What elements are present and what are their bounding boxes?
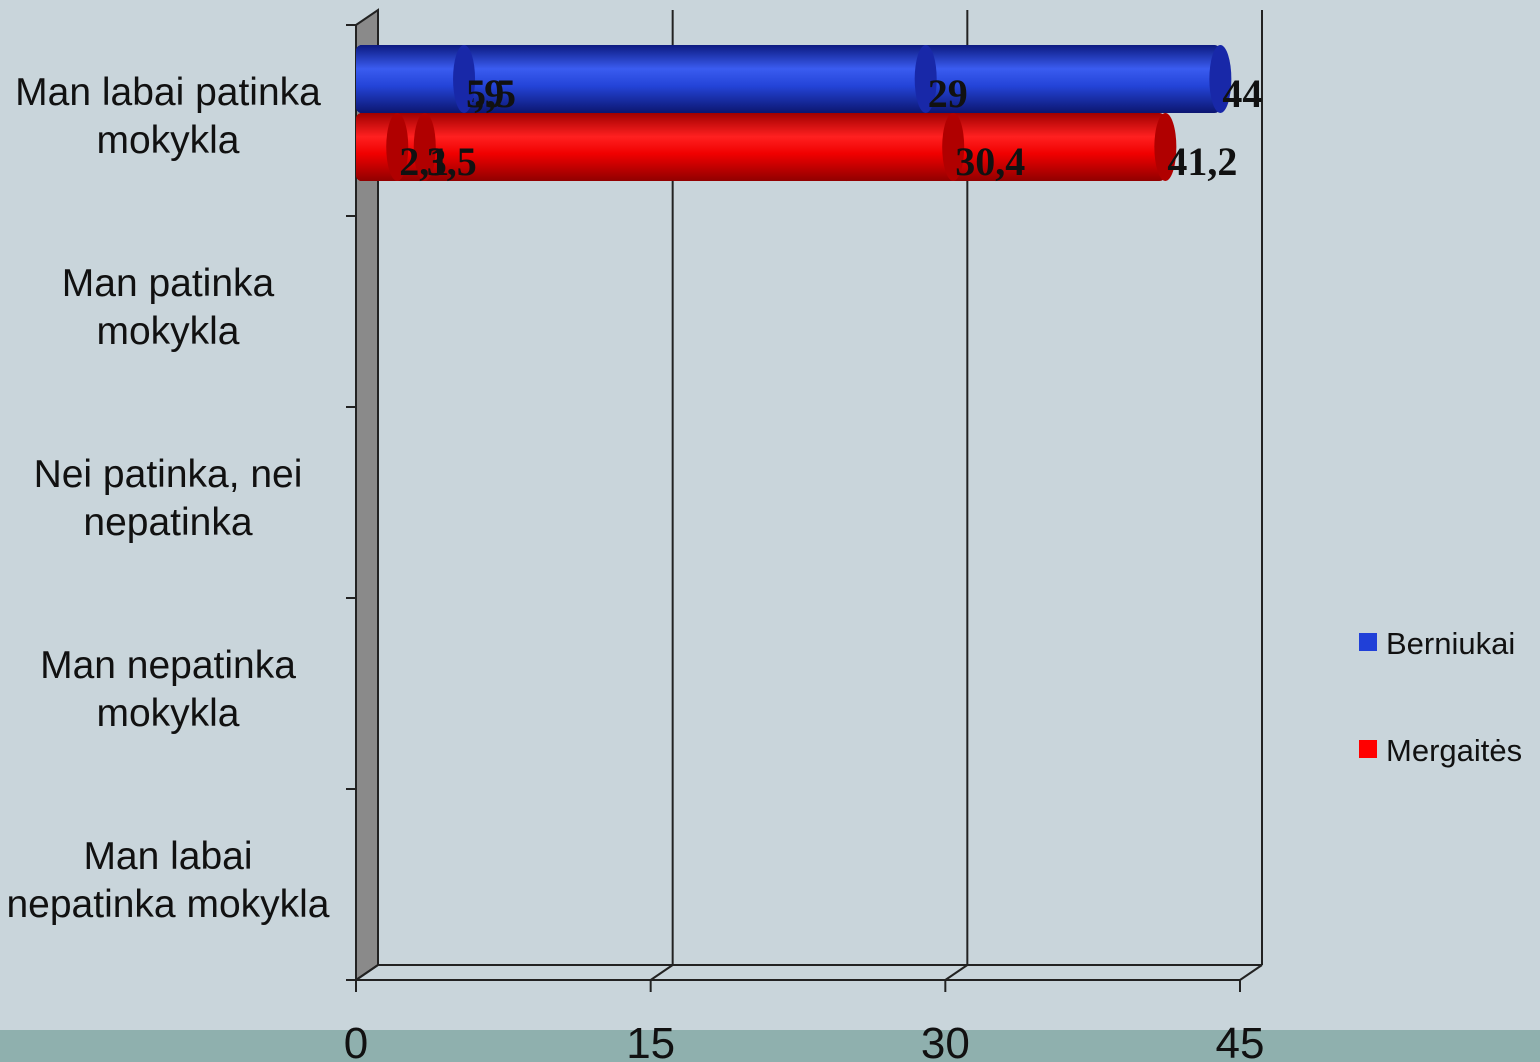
value-label: 2,1: [399, 139, 449, 184]
legend-swatch: [1359, 740, 1377, 758]
bar: [356, 113, 398, 181]
x-tick-label: 0: [344, 1019, 368, 1062]
grid-floor: [944, 964, 968, 981]
value-label: 5,5: [466, 71, 516, 116]
legend-swatch: [1359, 633, 1377, 651]
category-label: Man patinka mokykla: [61, 261, 275, 353]
bar-cap: [413, 113, 436, 181]
category-label: Nei patinka, nei nepatinka: [33, 452, 303, 544]
value-label: 30,4: [955, 139, 1025, 184]
legend-label: Berniukai: [1386, 626, 1515, 661]
bar: [356, 113, 954, 181]
x-tick-label: 15: [626, 1019, 675, 1062]
x-tick-label: 30: [921, 1019, 970, 1062]
bar: [356, 45, 926, 113]
bar-cap: [1209, 45, 1232, 113]
x-tick-label: 45: [1216, 1019, 1265, 1062]
grid-floor: [355, 964, 379, 981]
bar-cap: [914, 45, 937, 113]
category-label: Man nepatinka mokykla: [40, 643, 296, 735]
grid-floor: [650, 964, 674, 981]
bar-cap: [1154, 113, 1177, 181]
bar-cap: [453, 45, 476, 113]
bar: [356, 45, 465, 113]
category-label: Man labai patinka mokykla: [15, 70, 321, 162]
value-label: 3,5: [427, 139, 477, 184]
footer-strip: [0, 1030, 1540, 1062]
value-label: 29: [928, 71, 968, 116]
bar-cap: [386, 113, 409, 181]
value-label: 41,2: [1167, 139, 1237, 184]
grid-floor: [1239, 964, 1263, 981]
value-label: 44: [1222, 71, 1262, 116]
category-label: Man labai nepatinka mokykla: [6, 834, 330, 926]
legend-label: Mergaitės: [1386, 733, 1522, 768]
bar-cap: [942, 113, 965, 181]
